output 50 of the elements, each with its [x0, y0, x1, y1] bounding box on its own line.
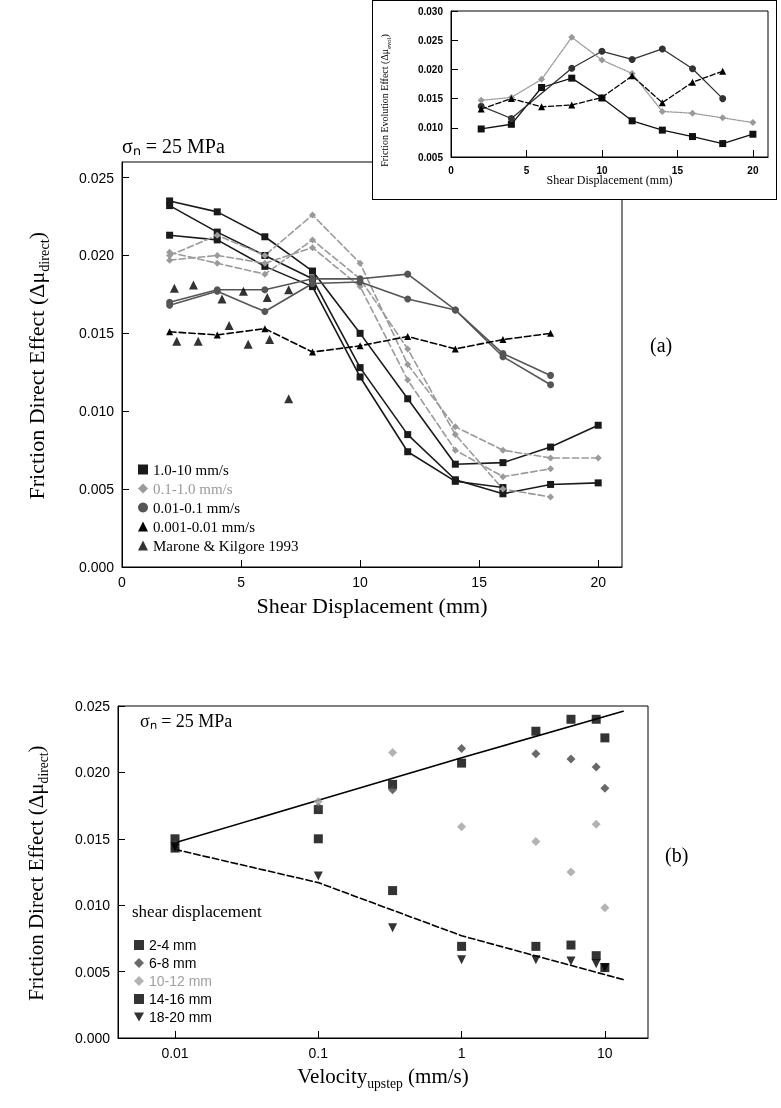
- x-tick-label: 0.01: [161, 1045, 189, 1061]
- x-tick-label: 15: [671, 164, 684, 176]
- y-tick-label: 0.015: [74, 830, 111, 847]
- text: (a): [650, 334, 673, 357]
- y-tick-label: 0.000: [74, 1030, 111, 1046]
- y-tick-label: 0.015: [78, 325, 115, 342]
- x-tick-label: 20: [747, 164, 759, 176]
- y-tick-label: 0.010: [417, 122, 444, 134]
- legend-label: 2-4 mm: [149, 937, 197, 953]
- text: σₙ = 25 MPa: [122, 135, 225, 157]
- x-tick-label: 5: [237, 574, 246, 590]
- y-tick-label: 0.005: [78, 481, 115, 498]
- legend-label: 6-8 mm: [149, 955, 197, 971]
- y-tick-label: 0.020: [417, 63, 444, 75]
- x-tick-label: 0.1: [308, 1045, 329, 1061]
- y-tick-label: 0.020: [74, 764, 111, 781]
- x-axis-title: Shear Displacement (mm): [255, 593, 489, 619]
- legend-label: 0.001-0.01 mm/s: [153, 518, 256, 535]
- legend-label: 1.0-10 mm/s: [153, 461, 229, 478]
- x-axis-title: Velocity$_{upstep}$ (mm/s): [296, 1064, 470, 1093]
- y-tick-label: 0.000: [78, 559, 115, 575]
- x-tick-label: 5: [523, 164, 530, 176]
- x-tick-label: 0: [118, 574, 127, 590]
- y-tick-label: 0.005: [417, 151, 444, 163]
- x-axis-title: Shear Displacement (mm): [546, 173, 673, 187]
- y-tick-label: 0.030: [417, 5, 444, 17]
- x-tick-label: 10: [352, 574, 369, 590]
- y-tick-label: 0.005: [74, 963, 111, 980]
- y-tick-label: 0.010: [74, 897, 111, 914]
- y-tick-label: 0.010: [78, 403, 115, 420]
- x-tick-label: 1: [457, 1045, 466, 1061]
- text: (b): [665, 844, 689, 867]
- legend-label: 0.1-1.0 mm/s: [153, 480, 233, 497]
- annotation: σₙ = 25 MPa: [140, 711, 233, 731]
- x-tick-label: 0: [448, 164, 455, 176]
- y-tick-label: 0.015: [417, 93, 444, 105]
- legend-label: 0.01-0.1 mm/s: [153, 499, 241, 516]
- y-tick-label: 0.025: [417, 34, 444, 46]
- x-tick-label: 20: [590, 574, 607, 590]
- x-tick-label: 10: [597, 1045, 613, 1061]
- y-tick-label: 0.020: [78, 247, 115, 264]
- legend-label: Marone & Kilgore 1993: [153, 537, 299, 554]
- legend-label: 18-20 mm: [149, 1009, 213, 1025]
- legend-title: shear displacement: [132, 902, 263, 921]
- legend-label: 10-12 mm: [149, 973, 213, 989]
- y-tick-label: 0.025: [78, 169, 115, 186]
- x-tick-label: 15: [471, 574, 488, 590]
- legend-label: 14-16 mm: [149, 991, 213, 1007]
- y-tick-label: 0.025: [74, 698, 111, 714]
- x-tick-label: 10: [596, 164, 608, 176]
